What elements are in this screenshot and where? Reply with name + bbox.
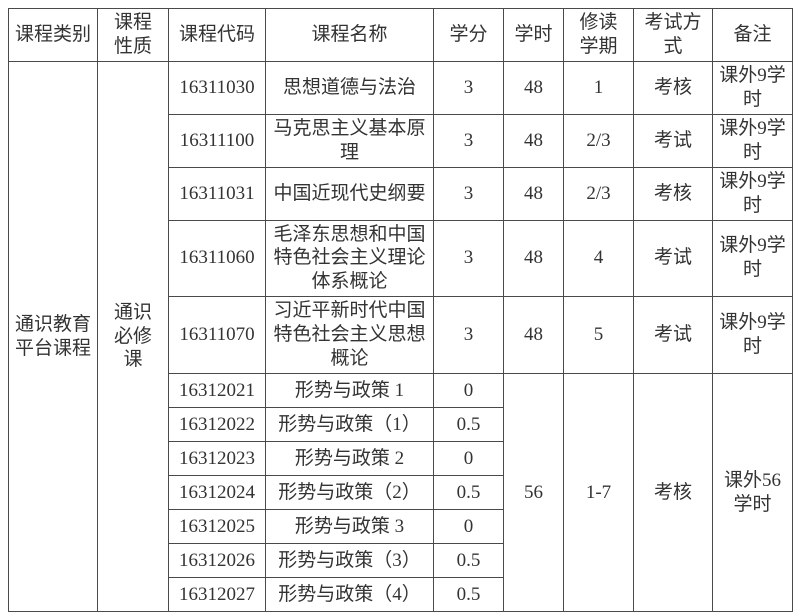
remark-cell: 课外9学时 [712,219,793,298]
course-name: 毛泽东思想和中国特色社会主义理论体系概论 [265,219,434,298]
exam-method-cell: 考试 [633,113,713,168]
course-name: 形势与政策 3 [265,509,434,545]
col-header-nature: 课程性质 [97,8,169,62]
course-name: 形势与政策（3） [265,543,434,579]
category-cell: 通识教育平台课程 [8,60,98,612]
course-code: 16311070 [168,296,266,375]
table-row: 16312025 形势与政策 3 0 [9,509,793,545]
course-code: 16311100 [168,113,266,168]
hours-cell: 48 [503,219,564,298]
header-row: 课程类别 课程性质 课程代码 课程名称 学分 学时 修读学期 考试方式 备注 [8,8,793,62]
table-row: 通识教育平台课程 通识必修课 16311030 思想道德与法治 3 48 1 考… [8,60,793,612]
course-name: 思想道德与法治 [265,60,434,115]
credits-cell: 3 [433,60,504,115]
table-row: 16311031 中国近现代史纲要 3 48 2/3 考核 课外9学时 [9,166,793,221]
semester-cell: 5 [563,296,634,375]
remark-cell-merged: 课外56学时 [712,373,793,612]
course-code: 16312026 [168,543,266,579]
course-code: 16312022 [168,407,266,443]
course-name: 形势与政策 1 [265,373,434,409]
table-row: 16311060 毛泽东思想和中国特色社会主义理论体系概论 3 48 4 考试 … [9,219,793,298]
semester-cell: 4 [563,219,634,298]
exam-method-cell: 考试 [633,296,713,375]
exam-method-cell-merged: 考核 [633,373,713,612]
course-code: 16311031 [168,166,266,221]
hours-cell: 48 [503,113,564,168]
course-code: 16311060 [168,219,266,298]
col-header-credits: 学分 [433,8,504,62]
credits-cell: 3 [433,296,504,375]
course-name: 形势与政策（4） [265,577,434,612]
course-plan-table: 课程类别 课程性质 课程代码 课程名称 学分 学时 修读学期 考试方式 备注 通… [8,8,793,612]
hours-cell: 48 [503,60,564,115]
col-header-code: 课程代码 [168,8,266,62]
remark-cell: 课外9学时 [712,60,793,115]
course-code: 16312027 [168,577,266,612]
remark-cell: 课外9学时 [712,296,793,375]
exam-method-cell: 考核 [633,60,713,115]
remark-cell: 课外9学时 [712,166,793,221]
table-row: 16312021 形势与政策 1 0 56 1-7 考核 课外56学时 [9,373,793,612]
course-code: 16312023 [168,441,266,477]
table-row: 16311100 马克思主义基本原理 3 48 2/3 考试 课外9学时 [9,113,793,168]
semester-cell-merged: 1-7 [563,373,634,612]
nature-cell: 通识必修课 [97,60,169,612]
credits-cell: 0.5 [433,543,504,579]
col-header-exam: 考试方式 [633,8,713,62]
course-code: 16312021 [168,373,266,409]
course-code: 16312024 [168,475,266,511]
exam-method-cell: 考试 [633,219,713,298]
col-header-semester: 修读学期 [563,8,634,62]
credits-cell: 0.5 [433,407,504,443]
table-row: 16311070 习近平新时代中国特色社会主义思想概论 3 48 5 考试 课外… [9,296,793,375]
exam-method-cell: 考核 [633,166,713,221]
hours-cell: 48 [503,166,564,221]
hours-cell: 48 [503,296,564,375]
credits-cell: 0 [433,441,504,477]
credits-cell: 0.5 [433,475,504,511]
table-row: 16312024 形势与政策（2） 0.5 [9,475,793,511]
col-header-remark: 备注 [712,8,793,62]
col-header-category: 课程类别 [8,8,98,62]
credits-cell: 3 [433,166,504,221]
table-row: 16312022 形势与政策（1） 0.5 [9,407,793,443]
course-name: 中国近现代史纲要 [265,166,434,221]
semester-cell: 2/3 [563,113,634,168]
course-name: 形势与政策 2 [265,441,434,477]
credits-cell: 3 [433,219,504,298]
course-code: 16312025 [168,509,266,545]
remark-cell: 课外9学时 [712,113,793,168]
credits-cell: 3 [433,113,504,168]
semester-cell: 1 [563,60,634,115]
course-name: 形势与政策（1） [265,407,434,443]
semester-cell: 2/3 [563,166,634,221]
col-header-name: 课程名称 [265,8,434,62]
hours-cell-merged: 56 [503,373,564,612]
col-header-hours: 学时 [503,8,564,62]
credits-cell: 0 [433,509,504,545]
course-name: 形势与政策（2） [265,475,434,511]
credits-cell: 0 [433,373,504,409]
credits-cell: 0.5 [433,577,504,612]
course-name: 马克思主义基本原理 [265,113,434,168]
course-code: 16311030 [168,60,266,115]
course-name: 习近平新时代中国特色社会主义思想概论 [265,296,434,375]
